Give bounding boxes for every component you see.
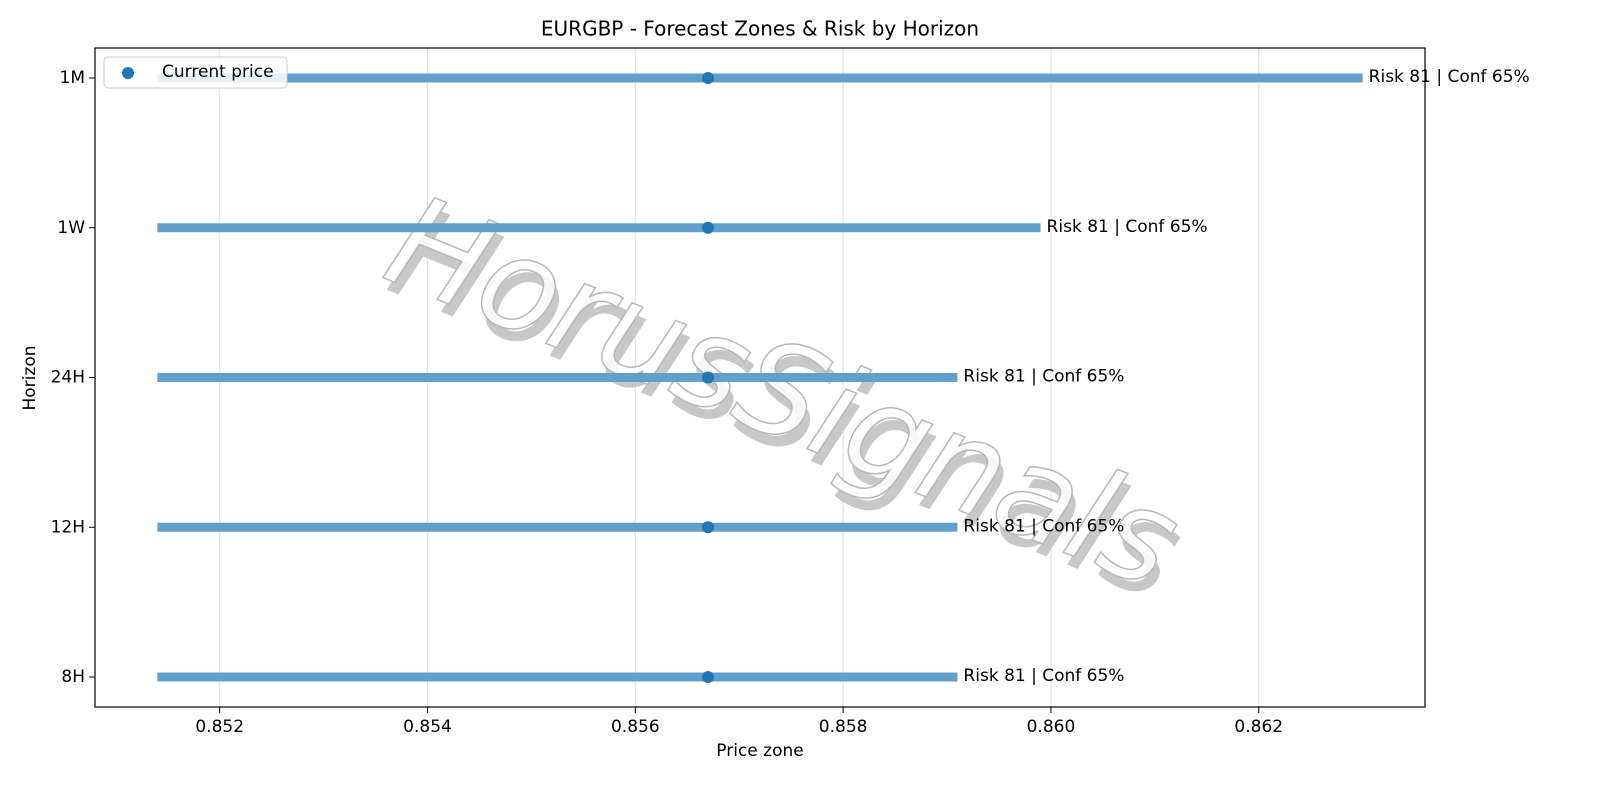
y-tick-label: 24H: [51, 368, 85, 388]
plot-frame: [94, 47, 1426, 708]
legend-marker: [122, 67, 134, 79]
chart-title: EURGBP - Forecast Zones & Risk by Horizo…: [541, 17, 979, 41]
zone-annotation: Risk 81 | Conf 65%: [1047, 217, 1208, 237]
x-tick-label: 0.858: [819, 717, 868, 737]
legend: Current price: [103, 56, 288, 89]
x-tick-label: 0.854: [403, 717, 452, 737]
x-axis-label: Price zone: [716, 741, 803, 761]
zone-annotation: Risk 81 | Conf 65%: [963, 516, 1124, 536]
y-tick-label: 1W: [57, 218, 85, 238]
y-tick-label: 1M: [60, 68, 85, 88]
current-price-dot: [702, 671, 715, 683]
legend-box: [103, 56, 288, 89]
y-tick-label: 12H: [51, 517, 85, 537]
x-tick-label: 0.852: [195, 717, 244, 737]
zone-annotation: Risk 81 | Conf 65%: [963, 367, 1124, 387]
legend-label: Current price: [162, 62, 274, 82]
x-tick-label: 0.856: [611, 717, 660, 737]
zone-annotation: Risk 81 | Conf 65%: [1369, 67, 1530, 87]
current-price-dot: [702, 221, 715, 234]
current-price-dot: [702, 371, 715, 384]
current-price-dot: [702, 521, 715, 534]
y-tick-label: 8H: [61, 667, 85, 687]
x-tick-label: 0.862: [1234, 717, 1283, 737]
current-price-dot: [702, 72, 715, 84]
x-tick-label: 0.860: [1027, 717, 1076, 737]
y-axis-label: Horizon: [20, 346, 40, 411]
zone-annotation: Risk 81 | Conf 65%: [963, 666, 1124, 686]
